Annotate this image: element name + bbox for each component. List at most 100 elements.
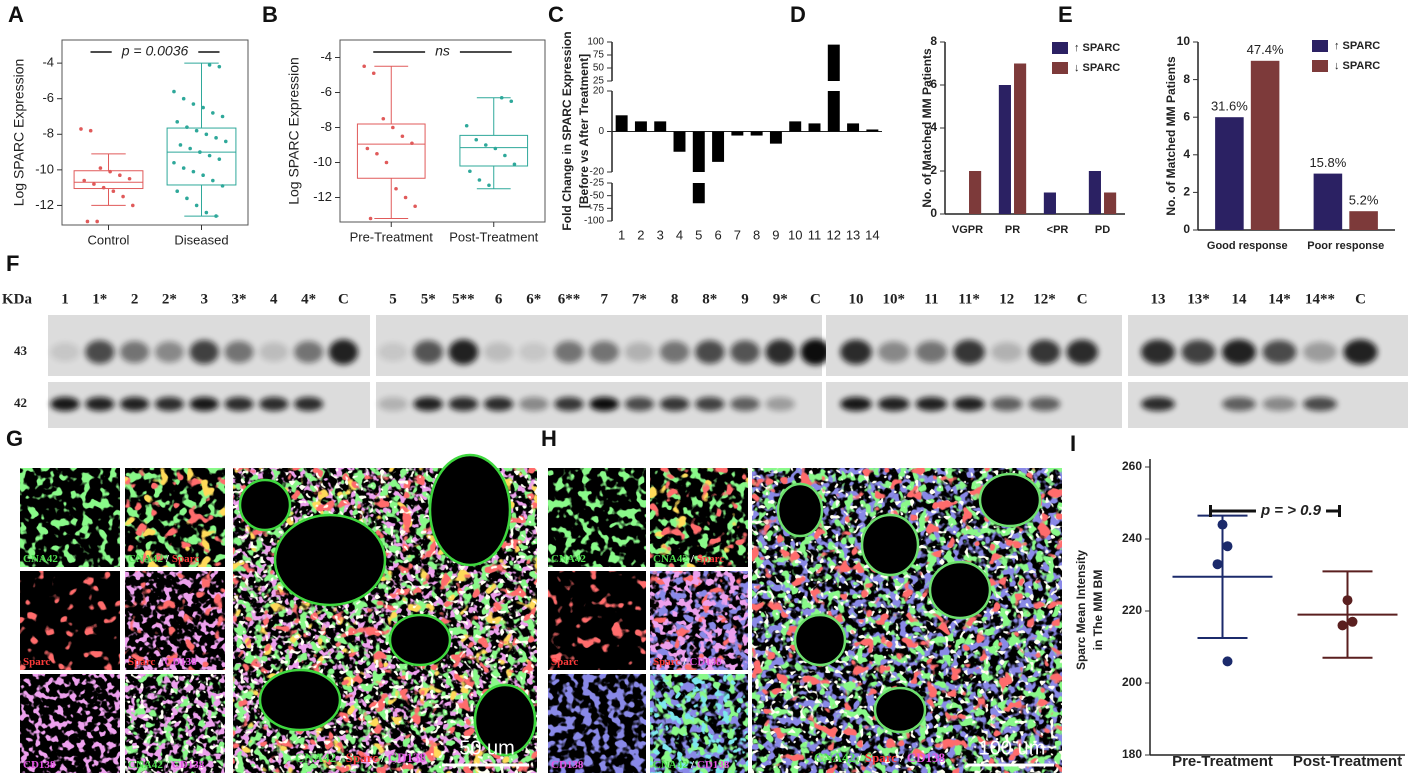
lumen <box>388 613 452 667</box>
bar <box>731 131 744 136</box>
x-tick-label: Post-Treatment <box>1293 753 1402 770</box>
y-tick-label: 180 <box>1122 747 1142 761</box>
channel-label-part: CNA42 <box>128 553 163 565</box>
annotation: ns <box>435 43 450 59</box>
blot-band <box>1181 340 1216 364</box>
x-tick-label: Post-Treatment <box>449 229 538 244</box>
data-point <box>101 185 106 190</box>
channel-label: CD138 <box>23 759 56 771</box>
legend-swatch <box>1312 60 1328 72</box>
annotation: p = > 0.9 <box>1260 502 1322 519</box>
data-point <box>181 166 186 170</box>
y-tick-label: -4 <box>320 49 332 64</box>
y-tick-label: -25 <box>590 178 605 189</box>
channel-label-part: / <box>690 759 695 771</box>
y-tick-label: -20 <box>590 167 605 178</box>
y-tick-label: 100 <box>587 37 604 48</box>
data-point <box>512 162 517 167</box>
data-point <box>188 146 192 151</box>
blot-band <box>1066 339 1099 365</box>
legend-swatch <box>1312 40 1328 52</box>
lane-label: 9 <box>741 291 749 307</box>
y-tick-label: -8 <box>320 119 332 134</box>
channel-label: CNA42/Sparc / CD138 <box>295 750 426 765</box>
channel-label-part: CNA42 <box>653 553 688 565</box>
channel-label: Sparc / CD138 <box>128 656 197 668</box>
y-tick-label: 240 <box>1122 531 1142 545</box>
x-tick-label: 4 <box>676 227 683 242</box>
stain-layer <box>20 674 120 773</box>
blot-band <box>589 341 619 363</box>
blot-band <box>877 341 910 363</box>
channel-label-part: CD138 <box>388 750 427 765</box>
data-point <box>130 203 135 208</box>
y-tick-label: 4 <box>1183 147 1190 161</box>
lane-label: 14 <box>1232 291 1248 307</box>
bar <box>1088 171 1101 214</box>
blot-band <box>85 397 115 411</box>
blot-band <box>519 397 549 411</box>
blot-band <box>328 339 359 365</box>
y-tick-label: -10 <box>35 161 54 176</box>
y-tick-label: -8 <box>42 126 54 141</box>
channel-label-part: CNA42 <box>128 759 163 771</box>
stain-layer <box>125 571 225 670</box>
panel-label: G <box>6 426 23 451</box>
panel-label: F <box>6 251 19 276</box>
lane-label: 8* <box>702 291 717 307</box>
data-point <box>82 178 87 183</box>
lumen <box>238 478 292 532</box>
blot-band <box>915 397 948 411</box>
data-point <box>95 219 99 224</box>
data-point <box>483 143 488 147</box>
lane-label: 3* <box>232 291 247 307</box>
bar <box>1349 211 1378 230</box>
lumen <box>776 482 824 538</box>
channel-label-part: CD138 <box>23 759 56 771</box>
y-tick-label: 220 <box>1122 603 1142 617</box>
stain-layer <box>650 468 748 567</box>
bar <box>750 131 763 136</box>
data-point <box>181 96 186 101</box>
y-axis-label: Log SPARC Expression <box>11 59 27 207</box>
channel-label-part: Sparc <box>346 750 378 765</box>
blot-band <box>448 339 479 365</box>
data-point <box>384 160 389 165</box>
data-point <box>211 178 215 183</box>
panel-label: A <box>8 2 24 27</box>
blot-band <box>448 397 479 411</box>
data-point <box>403 195 408 200</box>
data-point <box>1337 620 1348 631</box>
channel-label: CNA42/Sparc <box>653 553 724 565</box>
x-tick-label: VGPR <box>952 224 983 236</box>
lane-label: 5 <box>389 291 397 307</box>
blot-band <box>1221 397 1257 411</box>
data-point <box>198 150 202 154</box>
data-point <box>92 182 96 186</box>
blot-band <box>154 341 185 363</box>
x-tick-label: 1 <box>618 227 625 242</box>
x-tick-label: 11 <box>808 227 822 242</box>
data-point <box>464 123 469 128</box>
y-tick-label: 0 <box>930 206 937 220</box>
bar <box>673 131 686 152</box>
x-tick-label: <PR <box>1047 224 1069 236</box>
blot-band <box>1262 340 1297 364</box>
data-point <box>118 173 122 177</box>
panel-label: B <box>262 2 278 27</box>
x-tick-label: 3 <box>657 227 664 242</box>
data-point <box>214 214 218 218</box>
y-axis-label: No. of Matched MM Patients <box>1164 56 1178 216</box>
data-point <box>194 128 199 133</box>
y-tick-label: 75 <box>593 50 605 61</box>
data-point <box>371 71 376 76</box>
blot-band <box>765 397 795 411</box>
channel-label-part: CD138 <box>907 750 946 765</box>
blot-band <box>953 339 985 365</box>
panel-label: E <box>1058 2 1073 27</box>
data-point <box>391 125 395 130</box>
stain-layer <box>548 468 646 567</box>
channel-label-part: / <box>165 553 170 565</box>
data-point <box>185 196 189 201</box>
